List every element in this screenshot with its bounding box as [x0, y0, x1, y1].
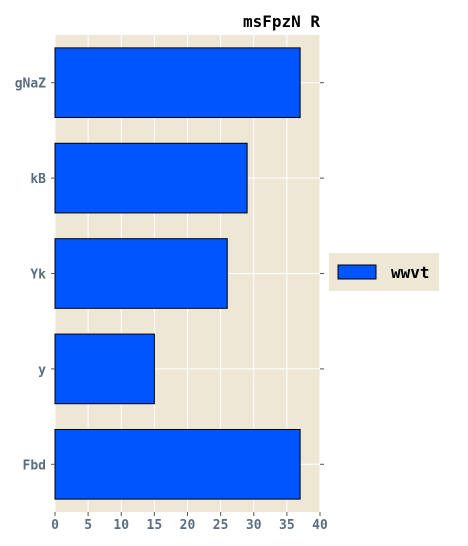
- x-tick-label: 40: [312, 518, 328, 533]
- bar: [54, 142, 248, 214]
- legend-swatch: [337, 264, 377, 280]
- y-tick-label: Yk: [30, 268, 46, 283]
- y-axis-ticks: gNaZ kB Yk y Fbd: [15, 77, 324, 473]
- bars: [54, 47, 301, 500]
- x-tick-label: 5: [84, 518, 92, 533]
- bar: [54, 333, 155, 405]
- bar: [54, 428, 301, 500]
- bar: [54, 47, 301, 119]
- y-tick-label: y: [38, 363, 46, 378]
- x-tick-label: 25: [213, 518, 229, 533]
- x-tick-label: 15: [147, 518, 163, 533]
- x-axis-ticks: 0 5 10 15 20 25 30 35 40: [51, 512, 328, 533]
- y-tick-label: Fbd: [23, 458, 46, 473]
- x-tick-label: 35: [279, 518, 295, 533]
- x-tick-label: 20: [180, 518, 196, 533]
- y-tick-label: gNaZ: [15, 77, 46, 92]
- legend: wwvt: [329, 253, 439, 291]
- legend-label: wwvt: [391, 263, 430, 282]
- x-tick-label: 30: [246, 518, 262, 533]
- y-tick-label: kB: [30, 172, 46, 187]
- x-tick-label: 10: [113, 518, 129, 533]
- chart-title: msFpzN R: [243, 12, 320, 31]
- x-tick-label: 0: [51, 518, 59, 533]
- bar: [54, 238, 228, 309]
